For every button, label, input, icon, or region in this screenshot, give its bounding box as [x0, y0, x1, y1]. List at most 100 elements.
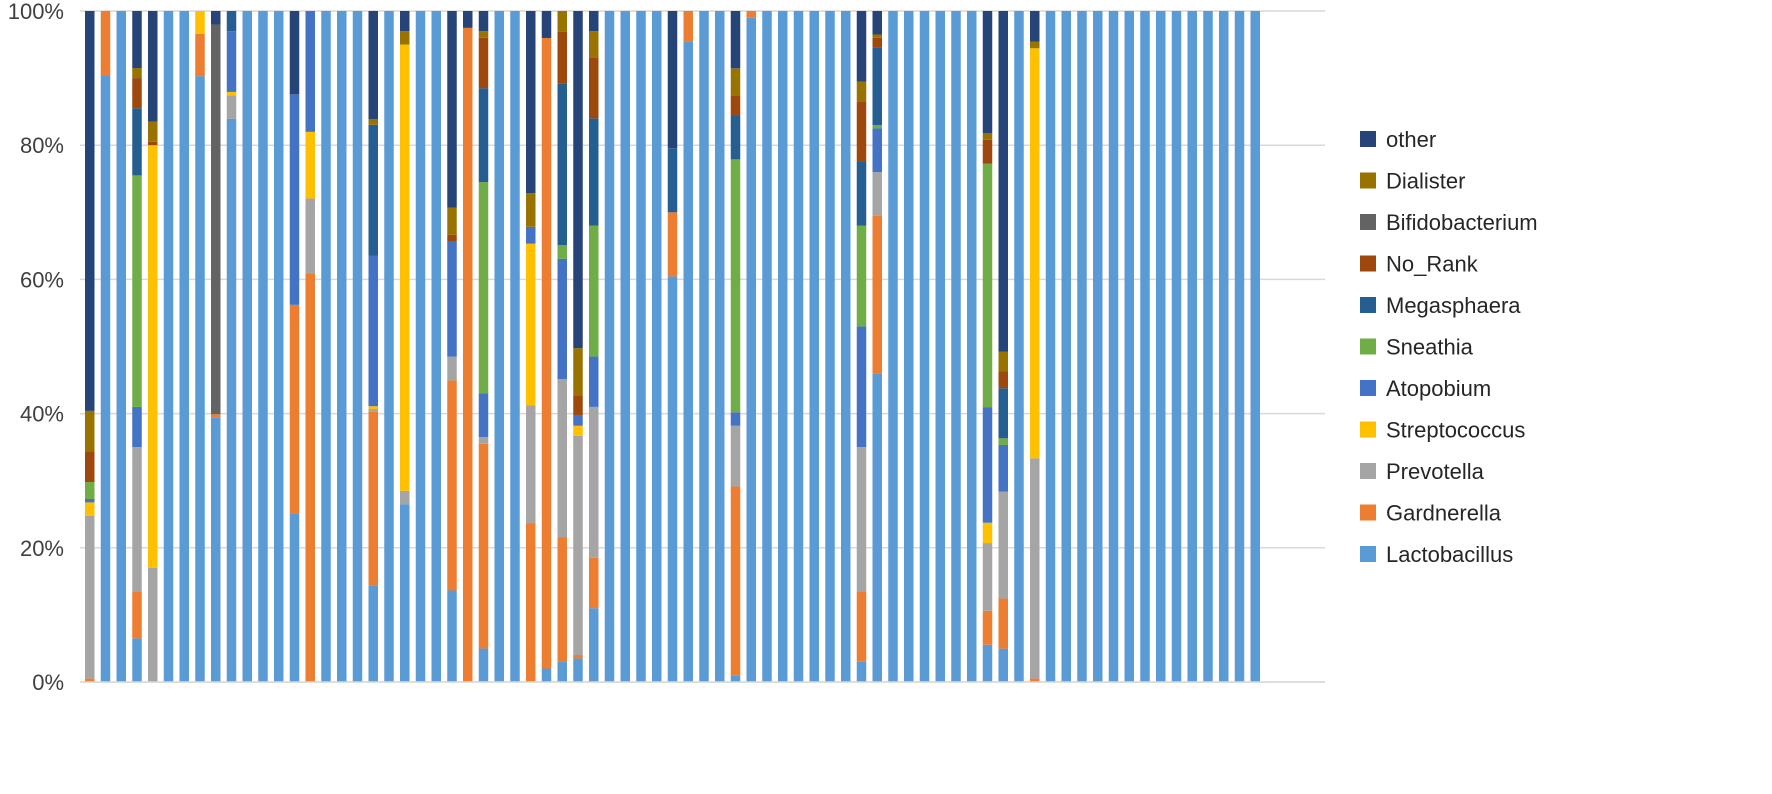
bar-segment-other [368, 11, 378, 120]
bar-column [431, 11, 441, 682]
bar-segment-lactobacillus [730, 675, 741, 682]
bar-segment-lactobacillus [1203, 11, 1213, 682]
bar-segment-megasphaera [856, 161, 867, 226]
bar-column [321, 11, 331, 682]
bar-column [368, 11, 378, 682]
legend-label: No_Rank [1386, 252, 1479, 277]
bar-segment-lactobacillus [1219, 11, 1229, 682]
bar-column [1014, 11, 1024, 682]
bar-segment-atopobium [982, 407, 993, 523]
bar-segment-lactobacillus [400, 504, 410, 682]
bar-column [494, 11, 504, 682]
bar-segment-other [541, 11, 552, 38]
legend-swatch [1360, 504, 1376, 521]
bar-segment-dialister [982, 133, 993, 140]
bar-segment-lactobacillus [825, 11, 835, 682]
bar-segment-dialister [589, 31, 599, 58]
bar-column [163, 11, 174, 682]
bar-segment-lactobacillus [778, 11, 788, 682]
legend-swatch [1360, 380, 1376, 396]
bar-segment-other [526, 11, 536, 194]
bar-segment-lactobacillus [604, 11, 615, 682]
bar-segment-gardnerella [998, 598, 1008, 649]
bar-segment-sneathia [557, 244, 567, 259]
bar-segment-lactobacillus [447, 590, 457, 682]
bar-segment-sneathia [589, 225, 599, 357]
bar-segment-prevotella [982, 543, 993, 611]
bar-segment-gardnerella [447, 380, 457, 591]
bar-segment-atopobium [85, 499, 95, 503]
bar-segment-gardnerella [132, 591, 142, 639]
legend-item: Sneathia [1360, 335, 1474, 360]
legend-label: other [1386, 127, 1436, 152]
bar-segment-megasphaera [368, 124, 378, 256]
legend-label: Dialister [1386, 169, 1465, 194]
bar-column [1250, 11, 1260, 682]
bar-segment-lactobacillus [1250, 11, 1260, 682]
bar-segment-lactobacillus [352, 11, 363, 682]
bar-column [1140, 11, 1150, 682]
bar-segment-lactobacillus [179, 11, 189, 682]
bar-segment-prevotella [132, 447, 142, 592]
bar-segment-lactobacillus [589, 608, 599, 682]
bar-column [935, 11, 945, 682]
bar-segment-sneathia [478, 182, 489, 394]
bar-column [919, 11, 930, 682]
bar-column [100, 11, 111, 683]
bar-column [1187, 11, 1197, 682]
bar-column [620, 11, 630, 682]
bar-segment-lactobacillus [1014, 11, 1024, 682]
bar-segment-lactobacillus [337, 11, 347, 682]
bar-segment-lactobacillus [384, 11, 394, 682]
bar-segment-lactobacillus [1093, 11, 1103, 682]
bar-segment-lactobacillus [195, 76, 205, 682]
bar-segment-prevotella [447, 356, 457, 381]
bar-segment-no-rank [730, 95, 741, 116]
bar-segment-no-rank [148, 141, 158, 146]
bar-segment-lactobacillus [1077, 11, 1087, 682]
bar-column [636, 11, 646, 682]
legend-item: Megasphaera [1360, 293, 1521, 318]
bar-segment-lactobacillus [667, 276, 678, 682]
bar-column [762, 11, 772, 682]
bar-column [872, 11, 882, 682]
bar-segment-lactobacillus [1124, 11, 1134, 682]
bar-segment-streptococcus [526, 243, 536, 406]
bar-column [132, 11, 142, 682]
bar-segment-lactobacillus [652, 11, 662, 682]
bar-segment-dialister [85, 410, 95, 452]
bar-column [1171, 11, 1182, 682]
bar-column [1156, 11, 1166, 682]
bar-column [1108, 11, 1119, 682]
bar-segment-lactobacillus [683, 41, 693, 682]
bar-segment-lactobacillus [163, 11, 174, 682]
bar-segment-other [463, 11, 473, 28]
bar-segment-lactobacillus [919, 11, 930, 682]
bar-segment-no-rank [856, 101, 867, 162]
bar-segment-lactobacillus [116, 11, 126, 682]
bar-segment-dialister [368, 119, 378, 125]
bar-segment-lactobacillus [746, 17, 756, 682]
bar-segment-prevotella [1030, 458, 1040, 679]
y-tick-label: 60% [20, 267, 64, 292]
bar-column [195, 11, 205, 682]
bar-segment-lactobacillus [211, 417, 221, 682]
bar-column [289, 11, 300, 682]
bar-segment-prevotella [872, 172, 882, 216]
bar-column [1219, 11, 1229, 682]
y-tick-label: 40% [20, 402, 64, 427]
bar-segment-lactobacillus [620, 11, 630, 682]
bar-segment-streptococcus [226, 91, 237, 96]
bar-column [778, 11, 788, 682]
bar-segment-other [400, 11, 410, 32]
bar-segment-megasphaera [667, 148, 678, 213]
bar-segment-streptococcus [573, 425, 583, 436]
bar-segment-atopobium [872, 128, 882, 173]
bar-segment-sneathia [998, 438, 1008, 445]
bar-segment-megasphaera [557, 83, 567, 245]
bar-segment-other [447, 11, 457, 208]
bar-segment-dialister [148, 121, 158, 142]
legend-label: Sneathia [1386, 335, 1474, 360]
legend-label: Lactobacillus [1386, 542, 1513, 567]
